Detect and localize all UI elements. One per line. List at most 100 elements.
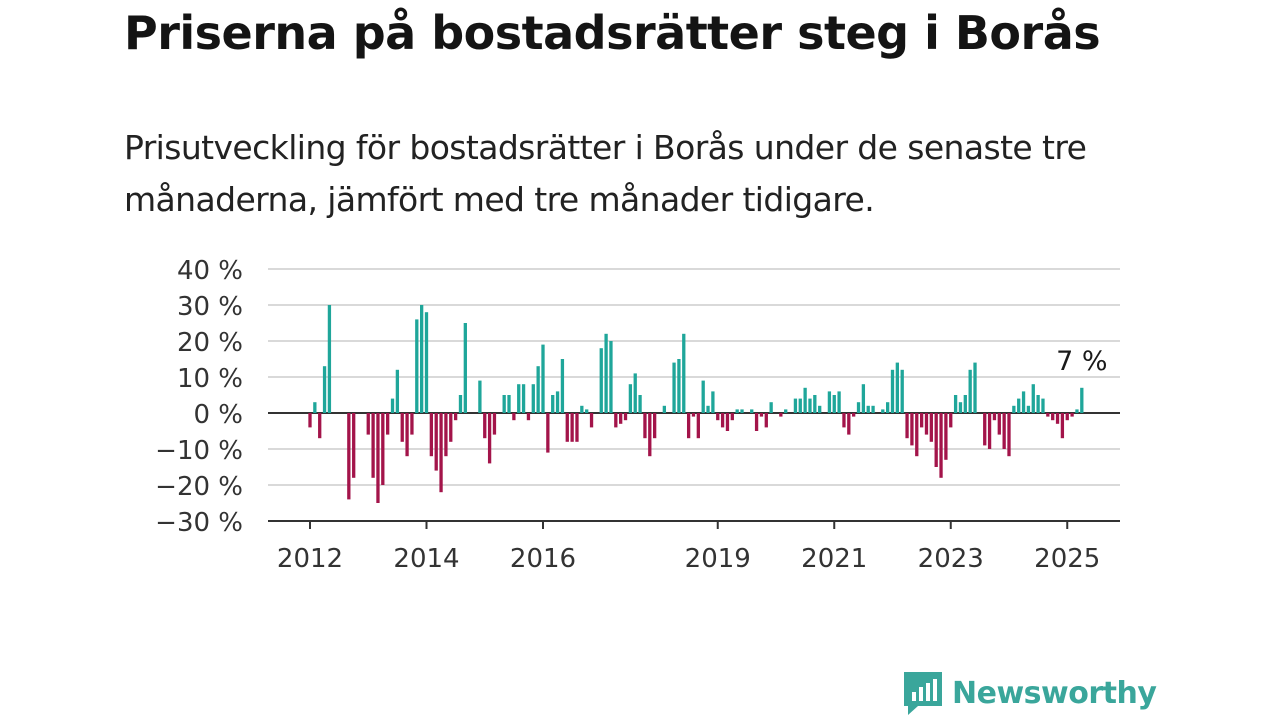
bar [502, 395, 506, 413]
bar [1046, 413, 1050, 417]
bar [531, 384, 535, 413]
bar [318, 413, 322, 439]
bar [439, 413, 443, 493]
bar [691, 413, 696, 417]
bar [968, 369, 972, 413]
bar [648, 413, 652, 457]
bar [784, 409, 788, 413]
bar [390, 398, 395, 413]
bar [701, 380, 705, 413]
y-tick-label: 30 % [177, 292, 243, 322]
bar [716, 413, 720, 421]
bar [711, 391, 715, 413]
bar [750, 409, 754, 413]
bar [1007, 413, 1011, 457]
bar [555, 391, 560, 413]
bar [949, 413, 953, 428]
bar [677, 359, 681, 413]
bar [672, 362, 676, 413]
bar [313, 402, 317, 413]
bar [808, 398, 812, 413]
y-tick-label: 0 % [193, 400, 243, 430]
bar [580, 405, 584, 413]
bar [599, 348, 603, 413]
bar [832, 395, 836, 413]
bar [1002, 413, 1006, 449]
bar [696, 413, 700, 439]
bar [478, 380, 482, 413]
bar [512, 413, 516, 421]
bar [992, 413, 997, 421]
bar [798, 398, 802, 413]
bar [1026, 405, 1031, 413]
bar [725, 413, 730, 431]
bar [818, 405, 822, 413]
bar [575, 413, 579, 442]
bar [759, 413, 764, 417]
bar [1080, 387, 1084, 413]
bar [628, 384, 633, 413]
bar [487, 413, 492, 464]
bar [526, 413, 531, 421]
bar [565, 413, 569, 442]
bar [881, 409, 885, 413]
bar [633, 373, 637, 413]
bar [793, 398, 798, 413]
bar [915, 413, 919, 457]
bar [754, 413, 759, 431]
bar [963, 395, 967, 413]
bar [492, 413, 497, 435]
bar [856, 402, 861, 413]
bar [779, 413, 783, 417]
bar [560, 359, 565, 413]
bar [1021, 391, 1026, 413]
y-tick-label: −10 % [155, 436, 243, 466]
bar [643, 413, 647, 439]
bar [434, 413, 438, 471]
bar [827, 391, 832, 413]
chart-subtitle: Prisutveckling för bostadsrätter i Borås… [124, 128, 1087, 219]
bars [308, 305, 1084, 503]
bar [740, 409, 744, 413]
bar [429, 413, 433, 457]
y-tick-label: 40 % [177, 256, 243, 286]
bar [536, 366, 540, 413]
chart-title: Priserna på bostadsrätter steg i Borås [124, 6, 1101, 60]
bar [551, 395, 555, 413]
bar [308, 413, 312, 428]
bar [395, 369, 400, 413]
x-tick-label: 2025 [1034, 544, 1100, 574]
bar [983, 413, 987, 446]
bar [958, 402, 963, 413]
bar [997, 413, 1001, 435]
bar [866, 405, 870, 413]
bar [847, 413, 851, 435]
bar [585, 409, 589, 413]
y-axis: 40 % 30 % 20 % 10 % 0 % −10 % −20 % −30 % [155, 256, 243, 538]
bar [662, 405, 666, 413]
newsworthy-logo-icon [904, 672, 942, 715]
bar [424, 312, 429, 413]
bar [929, 413, 933, 442]
bar [934, 413, 938, 467]
bar [886, 402, 890, 413]
bar [924, 413, 929, 435]
y-tick-label: −30 % [155, 508, 243, 538]
bar [386, 413, 390, 435]
bar [682, 333, 686, 413]
bar [589, 413, 594, 428]
bar [1070, 413, 1074, 417]
bar [623, 413, 628, 421]
bar [905, 413, 909, 439]
bar [483, 413, 487, 439]
bar [871, 405, 875, 413]
bar [735, 409, 739, 413]
x-tick-label: 2012 [277, 544, 343, 574]
bar [900, 369, 904, 413]
bar [706, 405, 710, 413]
bar [352, 413, 356, 478]
newsworthy-logo: Newsworthy [902, 670, 1157, 716]
bar [803, 387, 807, 413]
bar [653, 413, 657, 439]
bar [400, 413, 404, 442]
